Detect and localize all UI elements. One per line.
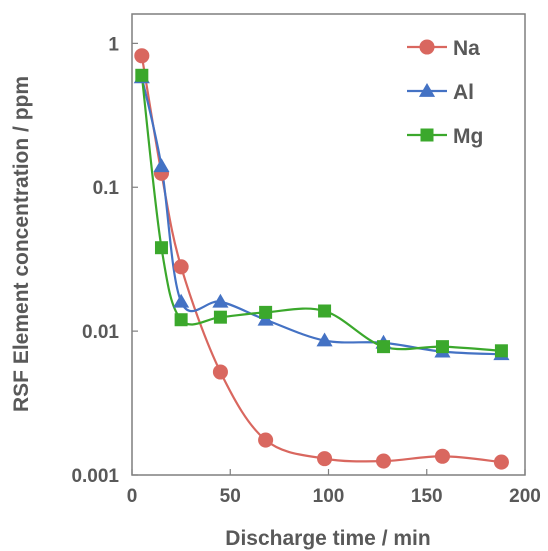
y-tick-label: 0.01 [82,322,119,343]
legend-marker-na [419,39,435,55]
data-point-mg [318,304,332,318]
x-tick-label: 0 [127,486,138,507]
data-point-mg [213,310,227,324]
data-point-al [316,332,333,347]
data-point-al [153,158,170,173]
data-point-mg [259,305,273,319]
x-tick-label: 100 [313,486,345,507]
data-point-na [212,364,228,380]
data-point-mg [135,68,149,82]
plot-frame [131,13,526,476]
data-point-na [375,453,392,469]
data-point-na [258,432,274,448]
data-point-al [212,293,229,308]
y-tick-label: 1 [108,34,119,55]
data-point-mg [435,340,449,354]
data-point-na [134,48,150,64]
legend-label-mg: Mg [453,125,483,148]
data-point-mg [154,241,168,255]
y-tick-label: 0.1 [93,178,120,199]
data-point-al [173,293,190,308]
data-point-mg [174,313,188,327]
x-tick-label: 200 [509,486,541,507]
legend-label-na: Na [453,37,480,60]
legend-label-al: Al [453,81,474,104]
x-tick-label: 150 [411,486,443,507]
data-point-mg [494,344,508,358]
data-point-na [317,451,333,467]
x-axis-title: Discharge time / min [225,527,430,550]
x-tick-label: 50 [220,486,241,507]
data-point-mg [377,340,391,354]
legend-marker-al [418,82,436,97]
y-axis-title: RSF Element concentration / ppm [10,76,33,412]
data-point-na [173,259,189,275]
y-tick-label: 0.001 [71,466,119,487]
data-point-na [493,454,509,470]
data-point-na [434,448,451,464]
legend-marker-mg [420,128,434,142]
